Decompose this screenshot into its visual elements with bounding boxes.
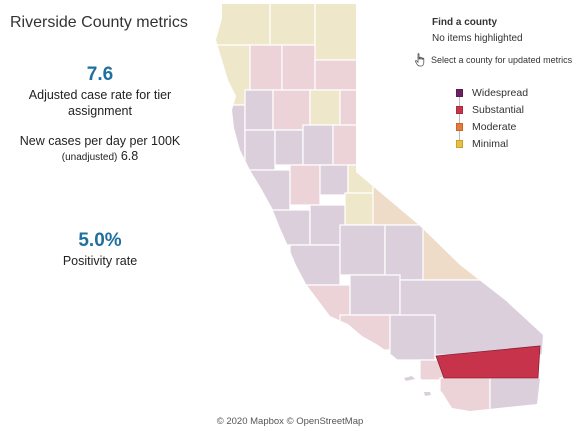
- imperial-county[interactable]: [489, 377, 550, 415]
- county-region[interactable]: [289, 164, 321, 206]
- find-county-status[interactable]: No items highlighted: [432, 33, 523, 44]
- legend-swatch: [456, 122, 463, 131]
- california-county-map[interactable]: [195, 0, 560, 415]
- county-region[interactable]: [339, 224, 386, 276]
- county-region[interactable]: [249, 169, 291, 211]
- county-region[interactable]: [274, 129, 304, 166]
- channel-island: [404, 376, 415, 381]
- legend-label: Moderate: [472, 120, 517, 133]
- county-region[interactable]: [349, 274, 401, 316]
- county-region[interactable]: [210, 104, 246, 166]
- legend-label: Substantial: [472, 103, 524, 116]
- legend-swatch: [456, 88, 463, 97]
- channel-island: [424, 392, 431, 396]
- case-rate-label-line2: assignment: [68, 104, 132, 118]
- los-angeles-county[interactable]: [389, 314, 436, 361]
- county-region[interactable]: [339, 314, 391, 351]
- legend-item-substantial[interactable]: Substantial: [454, 101, 528, 118]
- county-region[interactable]: [372, 164, 424, 226]
- county-region[interactable]: [272, 89, 311, 131]
- county-region[interactable]: [422, 199, 504, 281]
- county-region[interactable]: [332, 124, 364, 166]
- page-title: Riverside County metrics: [10, 14, 188, 31]
- tier-legend: Widespread Substantial Moderate Minimal: [454, 84, 528, 152]
- positivity-value: 5.0%: [78, 230, 122, 251]
- county-region[interactable]: [244, 129, 276, 171]
- county-region[interactable]: [339, 89, 366, 126]
- new-cases-label: New cases per day per 100K: [19, 134, 181, 148]
- pointer-hand-icon: [414, 53, 425, 67]
- unadjusted-value: 6.8: [120, 149, 139, 163]
- county-region[interactable]: [314, 0, 361, 61]
- case-rate-label-line1: Adjusted case rate for tier: [28, 88, 172, 102]
- county-region[interactable]: [281, 44, 316, 91]
- legend-label: Minimal: [472, 137, 509, 150]
- legend-label: Widespread: [472, 86, 529, 99]
- positivity-label: Positivity rate: [62, 254, 138, 268]
- riverside-county-highlight[interactable]: [435, 345, 541, 379]
- san-diego-county[interactable]: [439, 377, 491, 415]
- county-region[interactable]: [269, 209, 311, 246]
- legend-item-widespread[interactable]: Widespread: [454, 84, 528, 101]
- county-region[interactable]: [249, 44, 283, 91]
- county-region[interactable]: [210, 44, 251, 106]
- legend-item-moderate[interactable]: Moderate: [454, 118, 528, 135]
- county-region[interactable]: [302, 124, 334, 166]
- legend-connector: [459, 90, 460, 142]
- legend-swatch: [456, 105, 463, 114]
- county-region[interactable]: [309, 89, 341, 126]
- unadjusted-label: (unadjusted): [61, 152, 118, 163]
- unadjusted-row: (unadjusted) 6.8: [0, 148, 200, 166]
- legend-swatch: [456, 139, 463, 148]
- county-region[interactable]: [319, 164, 349, 196]
- county-region[interactable]: [269, 0, 316, 46]
- select-county-hint: Select a county for updated metrics: [414, 53, 572, 67]
- map-attribution[interactable]: © 2020 Mapbox © OpenStreetMap: [216, 416, 364, 427]
- county-region[interactable]: [289, 244, 341, 286]
- case-rate-value: 7.6: [86, 64, 114, 85]
- county-region[interactable]: [314, 59, 361, 91]
- county-region[interactable]: [309, 204, 346, 246]
- county-region[interactable]: [384, 224, 426, 281]
- county-region[interactable]: [244, 89, 274, 131]
- legend-item-minimal[interactable]: Minimal: [454, 135, 528, 152]
- find-county-title: Find a county: [432, 17, 497, 28]
- select-county-hint-text: Select a county for updated metrics: [431, 55, 573, 65]
- county-region[interactable]: [347, 164, 374, 194]
- county-region[interactable]: [210, 0, 271, 46]
